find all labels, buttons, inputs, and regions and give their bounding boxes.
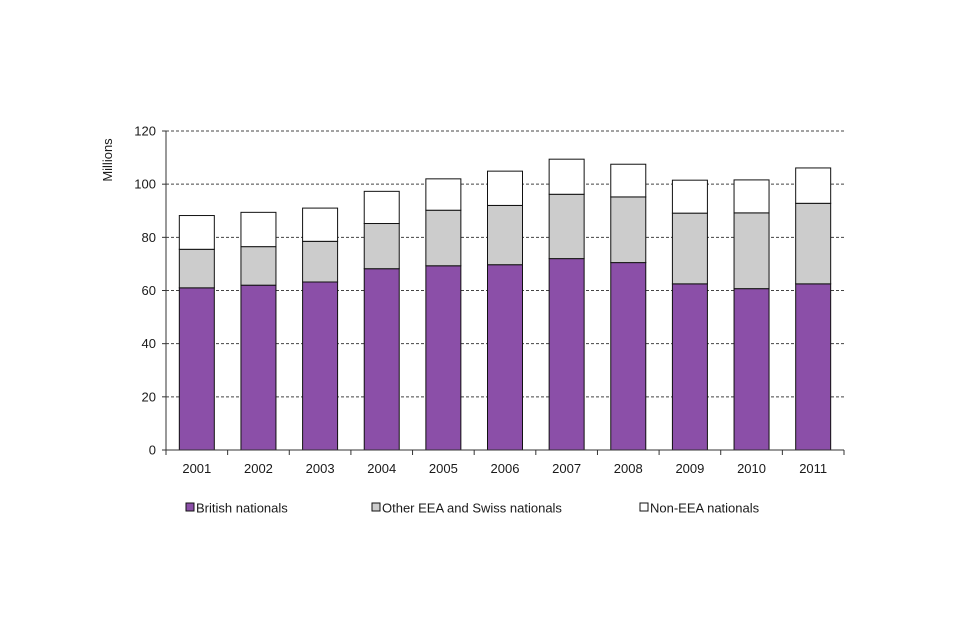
bar-2008-series-3 xyxy=(610,163,647,198)
y-tick-label-100: 100 xyxy=(134,177,156,192)
bar-2002-series-3 xyxy=(240,211,277,248)
y-tick-label-80: 80 xyxy=(142,230,156,245)
legend: British nationals Other EEA and Swiss nat… xyxy=(185,501,760,516)
bar-2007-series-2 xyxy=(548,193,585,260)
bar-2003-series-1 xyxy=(302,281,339,451)
x-tick-label-2009: 2009 xyxy=(675,461,704,476)
bar-2005-series-1 xyxy=(425,265,462,451)
y-axis-title: Millions xyxy=(100,138,115,182)
legend-swatch-2 xyxy=(371,502,381,512)
x-tick-label-2003: 2003 xyxy=(306,461,335,476)
y-tick-label-60: 60 xyxy=(142,283,156,298)
bar-2007-series-3 xyxy=(548,158,585,195)
x-tick-label-2004: 2004 xyxy=(367,461,396,476)
y-tick-label-120: 120 xyxy=(134,124,156,139)
bar-2010-series-2 xyxy=(733,212,770,290)
bar-2002-series-2 xyxy=(240,246,277,286)
bar-2006-series-2 xyxy=(487,204,523,266)
bar-2003-series-2 xyxy=(302,240,339,283)
legend-swatch-1 xyxy=(185,502,195,512)
bar-2010-series-1 xyxy=(733,288,770,451)
bar-2009-series-3 xyxy=(671,179,708,214)
legend-label-1: British nationals xyxy=(196,501,288,516)
legend-swatch-3 xyxy=(639,502,649,512)
bar-2011-series-3 xyxy=(795,167,832,204)
bar-2004-series-3 xyxy=(363,190,400,225)
gridlines xyxy=(166,130,844,398)
tick-labels: 0 20 40 60 80 100 120 2001 2002 2003 2004 2005 2006 2… xyxy=(134,124,827,477)
bar-2006-series-3 xyxy=(487,170,523,206)
bar-2010-series-3 xyxy=(733,179,770,214)
x-tick-label-2008: 2008 xyxy=(614,461,643,476)
legend-label-3: Non-EEA nationals xyxy=(650,501,760,516)
x-tick-label-2005: 2005 xyxy=(429,461,458,476)
bar-2004-series-2 xyxy=(363,223,400,270)
bar-2009-series-2 xyxy=(671,212,708,285)
bar-2008-series-2 xyxy=(610,196,647,264)
bar-2001-series-1 xyxy=(178,287,215,451)
bar-2001-series-2 xyxy=(178,248,215,289)
bar-2008-series-1 xyxy=(610,262,647,451)
bar-2003-series-3 xyxy=(302,207,339,242)
x-tick-label-2011: 2011 xyxy=(799,461,827,476)
bars xyxy=(178,158,832,451)
bar-2001-series-3 xyxy=(178,215,215,250)
y-tick-label-40: 40 xyxy=(142,336,156,351)
bar-2006-series-1 xyxy=(487,264,523,451)
x-tick-label-2007: 2007 xyxy=(552,461,581,476)
bar-2005-series-2 xyxy=(425,209,462,267)
x-tick-label-2010: 2010 xyxy=(737,461,766,476)
bar-2002-series-1 xyxy=(240,284,277,451)
y-tick-label-0: 0 xyxy=(149,443,156,458)
x-tick-label-2002: 2002 xyxy=(244,461,273,476)
bar-2011-series-1 xyxy=(795,283,832,451)
bar-2004-series-1 xyxy=(363,268,400,451)
bar-2011-series-2 xyxy=(795,202,832,285)
axes xyxy=(162,130,845,455)
y-tick-label-20: 20 xyxy=(142,389,156,404)
bar-2005-series-3 xyxy=(425,178,462,211)
x-tick-label-2006: 2006 xyxy=(491,461,520,476)
x-tick-label-2001: 2001 xyxy=(182,461,211,476)
bar-2009-series-1 xyxy=(671,283,708,451)
bar-2007-series-1 xyxy=(548,258,585,451)
legend-label-2: Other EEA and Swiss nationals xyxy=(382,501,562,516)
